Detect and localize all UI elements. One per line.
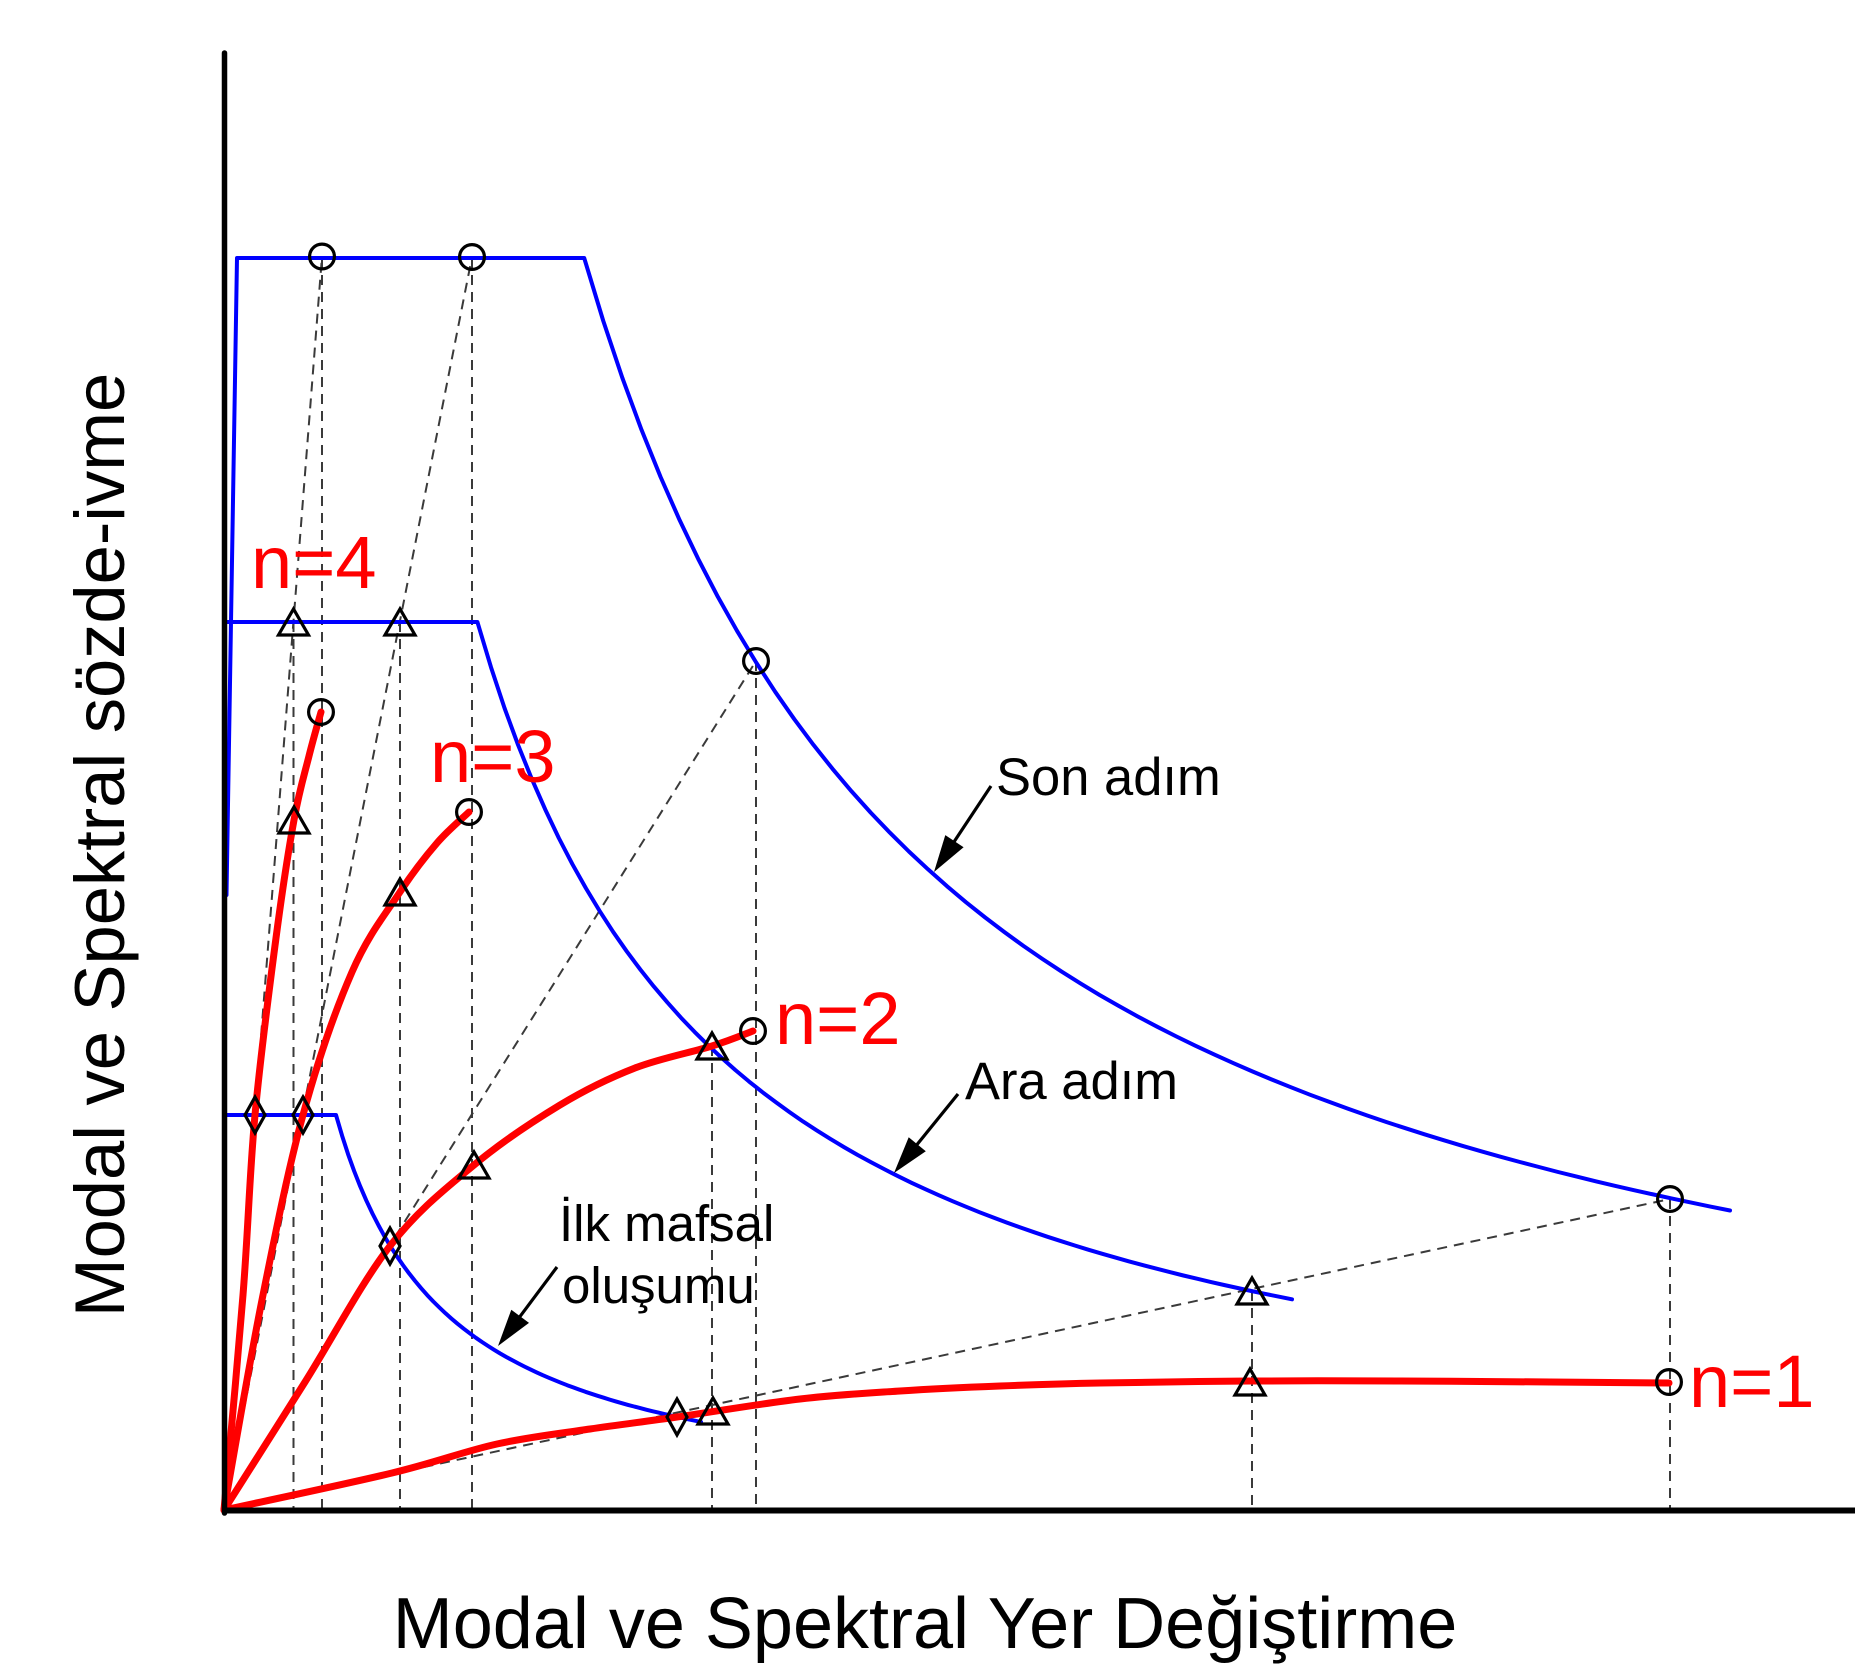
svg-text:Modal ve Spektral sözde-ivme: Modal ve Spektral sözde-ivme xyxy=(60,373,139,1317)
svg-text:n=2: n=2 xyxy=(775,977,901,1060)
svg-text:n=3: n=3 xyxy=(430,715,556,798)
svg-text:İlk mafsal: İlk mafsal xyxy=(559,1195,774,1252)
svg-text:oluşumu: oluşumu xyxy=(562,1257,755,1314)
svg-text:Son adım: Son adım xyxy=(996,748,1221,807)
svg-text:Ara adım: Ara adım xyxy=(965,1052,1178,1111)
svg-text:n=1: n=1 xyxy=(1689,1340,1815,1423)
svg-text:n=4: n=4 xyxy=(251,521,377,604)
svg-text:Modal ve Spektral Yer Değiştir: Modal ve Spektral Yer Değiştirme xyxy=(393,1584,1458,1664)
